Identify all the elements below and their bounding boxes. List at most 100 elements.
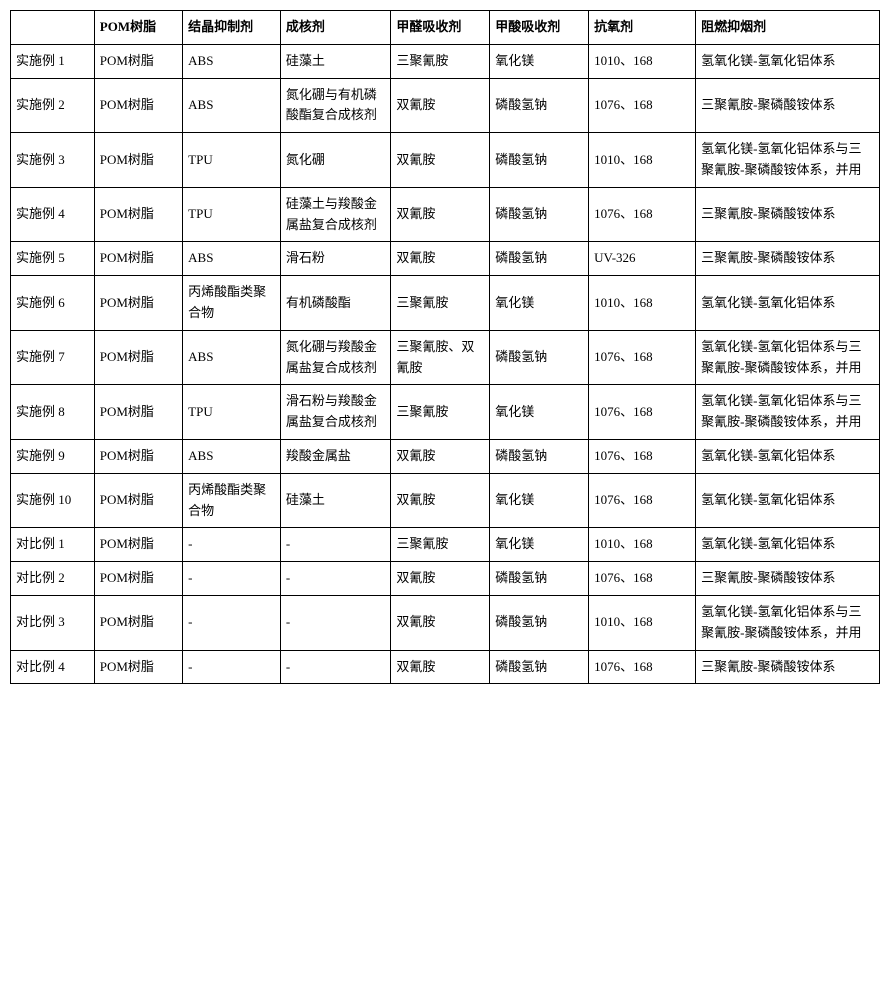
table-cell: 双氰胺 xyxy=(391,133,490,188)
table-cell: 1010、168 xyxy=(589,276,696,331)
table-cell: 实施例 9 xyxy=(11,439,95,473)
table-cell: 氧化镁 xyxy=(490,385,589,440)
table-cell: - xyxy=(183,562,281,596)
table-cell: POM树脂 xyxy=(94,276,182,331)
table-cell: 1076、168 xyxy=(589,330,696,385)
table-cell: 1076、168 xyxy=(589,78,696,133)
table-cell: TPU xyxy=(183,187,281,242)
table-row: 实施例 6POM树脂丙烯酸酯类聚合物有机磷酸酯三聚氰胺氧化镁1010、168氢氧… xyxy=(11,276,880,331)
table-row: 对比例 1POM树脂--三聚氰胺氧化镁1010、168氢氧化镁-氢氧化铝体系 xyxy=(11,528,880,562)
col-header-rowlabel xyxy=(11,11,95,45)
table-cell: 1076、168 xyxy=(589,562,696,596)
table-cell: 实施例 5 xyxy=(11,242,95,276)
table-cell: UV-326 xyxy=(589,242,696,276)
col-header-crystal-inhibitor: 结晶抑制剂 xyxy=(183,11,281,45)
table-cell: 1076、168 xyxy=(589,473,696,528)
table-cell: POM树脂 xyxy=(94,133,182,188)
col-header-pom: POM树脂 xyxy=(94,11,182,45)
table-cell: POM树脂 xyxy=(94,439,182,473)
table-body: 实施例 1POM树脂ABS硅藻土三聚氰胺氧化镁1010、168氢氧化镁-氢氧化铝… xyxy=(11,44,880,684)
table-cell: 滑石粉与羧酸金属盐复合成核剂 xyxy=(280,385,391,440)
table-cell: 磷酸氢钠 xyxy=(490,133,589,188)
table-cell: 有机磷酸酯 xyxy=(280,276,391,331)
table-row: 对比例 3POM树脂--双氰胺磷酸氢钠1010、168氢氧化镁-氢氧化铝体系与三… xyxy=(11,595,880,650)
table-cell: POM树脂 xyxy=(94,528,182,562)
table-cell: 实施例 6 xyxy=(11,276,95,331)
table-cell: 氢氧化镁-氢氧化铝体系与三聚氰胺-聚磷酸铵体系，并用 xyxy=(696,330,880,385)
table-row: 实施例 9POM树脂ABS羧酸金属盐双氰胺磷酸氢钠1076、168氢氧化镁-氢氧… xyxy=(11,439,880,473)
table-cell: 磷酸氢钠 xyxy=(490,562,589,596)
table-cell: 三聚氰胺 xyxy=(391,528,490,562)
table-cell: 1076、168 xyxy=(589,187,696,242)
table-cell: POM树脂 xyxy=(94,187,182,242)
table-cell: POM树脂 xyxy=(94,330,182,385)
table-row: 实施例 10POM树脂丙烯酸酯类聚合物硅藻土双氰胺氧化镁1076、168氢氧化镁… xyxy=(11,473,880,528)
table-cell: - xyxy=(183,528,281,562)
table-cell: 三聚氰胺-聚磷酸铵体系 xyxy=(696,650,880,684)
table-cell: 对比例 4 xyxy=(11,650,95,684)
col-header-nucleating-agent: 成核剂 xyxy=(280,11,391,45)
table-cell: 双氰胺 xyxy=(391,78,490,133)
table-cell: POM树脂 xyxy=(94,385,182,440)
table-cell: 硅藻土 xyxy=(280,473,391,528)
table-cell: 实施例 2 xyxy=(11,78,95,133)
table-cell: 双氰胺 xyxy=(391,187,490,242)
table-cell: - xyxy=(183,595,281,650)
table-cell: - xyxy=(280,595,391,650)
table-row: 对比例 2POM树脂--双氰胺磷酸氢钠1076、168三聚氰胺-聚磷酸铵体系 xyxy=(11,562,880,596)
table-cell: 双氰胺 xyxy=(391,650,490,684)
table-cell: ABS xyxy=(183,439,281,473)
table-cell: 氮化硼与羧酸金属盐复合成核剂 xyxy=(280,330,391,385)
table-cell: POM树脂 xyxy=(94,650,182,684)
table-cell: POM树脂 xyxy=(94,473,182,528)
table-cell: 1076、168 xyxy=(589,439,696,473)
table-cell: - xyxy=(183,650,281,684)
table-cell: - xyxy=(280,650,391,684)
table-cell: 实施例 1 xyxy=(11,44,95,78)
table-cell: 羧酸金属盐 xyxy=(280,439,391,473)
table-cell: 氢氧化镁-氢氧化铝体系 xyxy=(696,473,880,528)
table-cell: ABS xyxy=(183,242,281,276)
table-cell: 双氰胺 xyxy=(391,595,490,650)
table-cell: 三聚氰胺、双氰胺 xyxy=(391,330,490,385)
table-cell: 1010、168 xyxy=(589,133,696,188)
table-cell: 氮化硼 xyxy=(280,133,391,188)
table-row: 实施例 1POM树脂ABS硅藻土三聚氰胺氧化镁1010、168氢氧化镁-氢氧化铝… xyxy=(11,44,880,78)
table-row: 实施例 5POM树脂ABS滑石粉双氰胺磷酸氢钠UV-326三聚氰胺-聚磷酸铵体系 xyxy=(11,242,880,276)
table-cell: 硅藻土与羧酸金属盐复合成核剂 xyxy=(280,187,391,242)
table-cell: 实施例 10 xyxy=(11,473,95,528)
table-cell: 双氰胺 xyxy=(391,439,490,473)
table-cell: ABS xyxy=(183,44,281,78)
table-cell: POM树脂 xyxy=(94,78,182,133)
table-cell: 氢氧化镁-氢氧化铝体系与三聚氰胺-聚磷酸铵体系，并用 xyxy=(696,385,880,440)
table-cell: 氧化镁 xyxy=(490,528,589,562)
table-cell: 磷酸氢钠 xyxy=(490,439,589,473)
table-cell: 1010、168 xyxy=(589,595,696,650)
table-cell: 丙烯酸酯类聚合物 xyxy=(183,473,281,528)
table-cell: 1010、168 xyxy=(589,528,696,562)
table-cell: 三聚氰胺-聚磷酸铵体系 xyxy=(696,78,880,133)
table-cell: 双氰胺 xyxy=(391,562,490,596)
table-cell: 1010、168 xyxy=(589,44,696,78)
table-cell: 三聚氰胺-聚磷酸铵体系 xyxy=(696,187,880,242)
table-cell: 氢氧化镁-氢氧化铝体系 xyxy=(696,44,880,78)
table-cell: 实施例 7 xyxy=(11,330,95,385)
table-cell: 实施例 4 xyxy=(11,187,95,242)
table-cell: 对比例 1 xyxy=(11,528,95,562)
table-header-row: POM树脂 结晶抑制剂 成核剂 甲醛吸收剂 甲酸吸收剂 抗氧剂 阻燃抑烟剂 xyxy=(11,11,880,45)
composition-table: POM树脂 结晶抑制剂 成核剂 甲醛吸收剂 甲酸吸收剂 抗氧剂 阻燃抑烟剂 实施… xyxy=(10,10,880,684)
col-header-formaldehyde-absorber: 甲醛吸收剂 xyxy=(391,11,490,45)
table-cell: 三聚氰胺 xyxy=(391,276,490,331)
table-cell: POM树脂 xyxy=(94,44,182,78)
table-cell: TPU xyxy=(183,385,281,440)
table-cell: 三聚氰胺-聚磷酸铵体系 xyxy=(696,242,880,276)
table-cell: 实施例 3 xyxy=(11,133,95,188)
table-cell: ABS xyxy=(183,330,281,385)
table-cell: 丙烯酸酯类聚合物 xyxy=(183,276,281,331)
table-row: 实施例 8POM树脂TPU滑石粉与羧酸金属盐复合成核剂三聚氰胺氧化镁1076、1… xyxy=(11,385,880,440)
table-cell: 磷酸氢钠 xyxy=(490,187,589,242)
table-cell: 磷酸氢钠 xyxy=(490,650,589,684)
table-cell: ABS xyxy=(183,78,281,133)
table-cell: 双氰胺 xyxy=(391,473,490,528)
table-cell: 1076、168 xyxy=(589,385,696,440)
